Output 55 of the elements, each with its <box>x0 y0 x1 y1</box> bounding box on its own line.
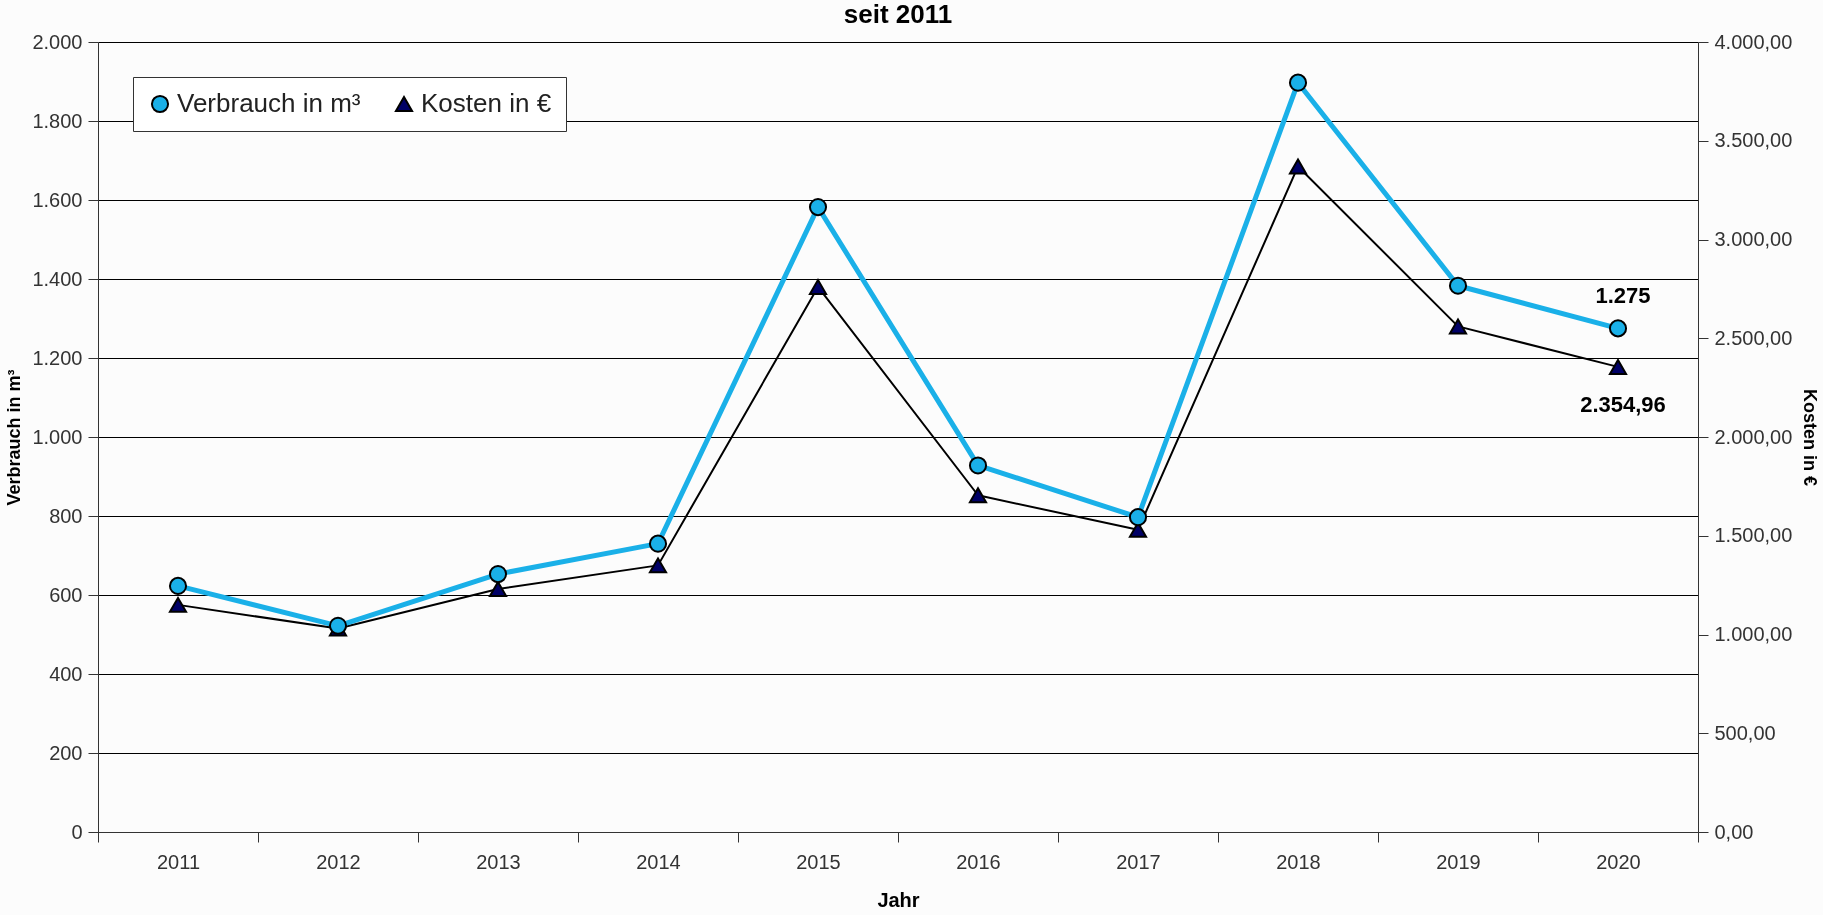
y-tick-label: 0 <box>71 820 83 843</box>
point <box>1128 508 1148 527</box>
y-tick-label: 200 <box>49 741 83 764</box>
x-tick-label: 2020 <box>1596 850 1641 873</box>
y-tick-label: 1.400 <box>32 267 83 290</box>
y-tick-label: 1.000 <box>32 425 83 448</box>
point <box>488 565 508 584</box>
legend-label: Kosten in € <box>421 88 552 118</box>
data-label: 2.354,96 <box>1580 391 1666 417</box>
point <box>168 576 188 595</box>
y2-tick-label: 2.000,00 <box>1714 425 1793 448</box>
point <box>808 198 828 217</box>
y2-tick-label: 4.000,00 <box>1714 30 1793 53</box>
point <box>1288 73 1308 92</box>
y-axis-title: Verbrauch in m³ <box>4 369 25 506</box>
data-label: 1.275 <box>1595 283 1651 309</box>
y2-tick-label: 0,00 <box>1714 820 1754 843</box>
y-tick-label: 2.000 <box>32 30 83 53</box>
y2-tick-label: 500,00 <box>1714 721 1776 744</box>
x-tick-label: 2012 <box>316 850 361 873</box>
x-tick-label: 2015 <box>796 850 841 873</box>
y2-tick-label: 2.500,00 <box>1714 326 1793 349</box>
x-tick-label: 2018 <box>1276 850 1321 873</box>
y-tick-label: 1.600 <box>32 188 83 211</box>
point <box>1288 158 1308 175</box>
x-axis-title: Jahr <box>877 888 920 911</box>
chart-title: seit 2011 <box>843 0 953 29</box>
point <box>488 581 508 598</box>
x-tick-label: 2013 <box>476 850 521 873</box>
x-tick-label: 2016 <box>956 850 1001 873</box>
point <box>648 534 668 553</box>
legend-label: Verbrauch in m³ <box>177 88 361 118</box>
x-tick-label: 2011 <box>156 850 201 873</box>
point <box>1448 276 1468 295</box>
point <box>1608 358 1628 375</box>
x-tick-label: 2019 <box>1436 850 1481 873</box>
y-tick-label: 400 <box>49 662 83 685</box>
y-tick-label: 1.800 <box>32 109 83 132</box>
y-tick-label: 800 <box>49 504 83 527</box>
y-tick-label: 600 <box>49 583 83 606</box>
y2-tick-label: 1.000,00 <box>1714 623 1793 645</box>
point <box>1608 319 1628 338</box>
y2-tick-label: 3.000,00 <box>1714 228 1793 250</box>
point <box>808 278 828 295</box>
point <box>968 456 988 475</box>
point <box>1448 318 1468 335</box>
point <box>648 557 668 574</box>
point <box>968 487 988 504</box>
point <box>168 596 188 613</box>
y2-axis-title: Kosten in € <box>1800 388 1821 487</box>
x-tick-label: 2014 <box>636 850 681 873</box>
x-tick-label: 2017 <box>1116 850 1161 873</box>
y2-tick-label: 3.500,00 <box>1714 129 1793 152</box>
y-tick-label: 1.200 <box>32 346 83 369</box>
y2-tick-label: 1.500,00 <box>1714 524 1793 547</box>
